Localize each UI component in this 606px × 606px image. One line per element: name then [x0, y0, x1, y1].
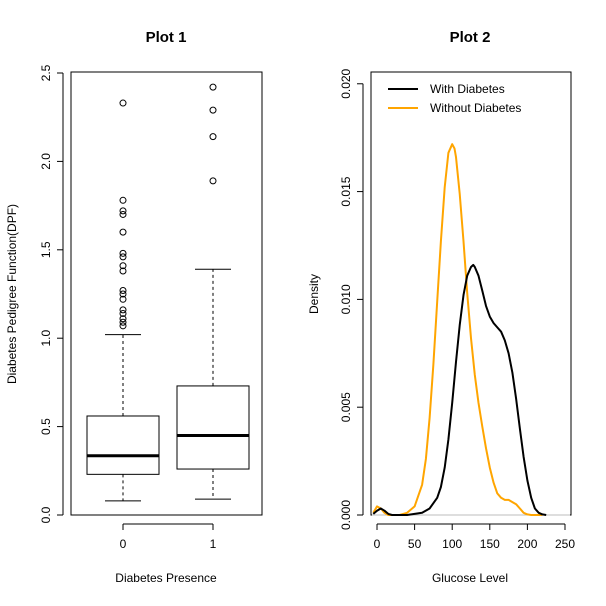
plot-1-frame [70, 71, 263, 516]
plot-2-x-axis: 0 50 100 150 200 250 [374, 523, 575, 551]
plot-2-y-tick-label: 0.020 [339, 68, 353, 98]
legend-label-without-diabetes: Without Diabetes [430, 101, 521, 115]
plot-1-y-tick-label: 0.0 [39, 506, 53, 523]
plot-1-boxplot: Plot 1 Diabetes Presence Diabetes Pedigr… [5, 29, 263, 585]
outlier-point [119, 253, 127, 261]
plot-2-x-tick-label: 0 [374, 537, 381, 551]
series-line-with-diabetes [372, 263, 547, 516]
plot-1-y-tick-label: 2.0 [39, 153, 53, 170]
outlier-point [119, 267, 127, 275]
plot-2-x-tick-label: 100 [442, 537, 462, 551]
outlier-point [209, 133, 217, 141]
plot-1-x-tick-label: 1 [210, 537, 217, 551]
plot-1-y-axis-label: Diabetes Pedigree Function(DPF) [5, 204, 19, 384]
plot-1-x-axis-label: Diabetes Presence [115, 571, 217, 585]
plot-2-lines [372, 143, 570, 516]
plot-2-y-axis: 0.000 0.005 0.010 0.015 0.020 [339, 68, 364, 530]
plot-1-x-tick-label: 0 [120, 537, 127, 551]
outlier-point [119, 306, 127, 314]
plot-1-y-tick-label: 0.5 [39, 418, 53, 435]
plot-1-title: Plot 1 [146, 29, 187, 46]
plot-2-y-axis-label: Density [307, 274, 321, 314]
plot-1-y-axis: 0.0 0.5 1.0 1.5 2.0 2.5 [39, 64, 64, 523]
plot-2-frame [370, 71, 572, 516]
plot-2-x-tick-label: 150 [480, 537, 500, 551]
series-line-without-diabetes [372, 143, 543, 516]
plot-2-x-tick-label: 200 [517, 537, 537, 551]
outlier-point [119, 196, 127, 204]
plot-1-y-tick-label: 2.5 [39, 64, 53, 81]
outlier-point [119, 309, 127, 317]
outlier-point [119, 286, 127, 294]
outlier-point [119, 318, 127, 326]
plot-1-boxes [86, 83, 250, 502]
outlier-point [119, 99, 127, 107]
legend-box [378, 78, 548, 119]
outlier-point [209, 106, 217, 114]
plot-2-title: Plot 2 [450, 29, 491, 46]
box-iqr [176, 385, 250, 470]
outlier-point [119, 290, 127, 298]
plot-1-y-tick-label: 1.0 [39, 330, 53, 347]
outlier-point [119, 249, 127, 257]
outlier-point [209, 83, 217, 91]
plot-2-x-axis-label: Glucose Level [432, 571, 508, 585]
plot-2-legend: With Diabetes Without Diabetes [378, 78, 548, 119]
plot-2-x-tick-label: 250 [555, 537, 575, 551]
legend-label-with-diabetes: With Diabetes [430, 82, 505, 96]
box-group-0 [86, 99, 160, 502]
plot-2-y-tick-label: 0.010 [339, 284, 353, 314]
outlier-point [209, 177, 217, 185]
plot-2-y-tick-label: 0.000 [339, 500, 353, 530]
outlier-point [119, 315, 127, 323]
outlier-point [119, 210, 127, 218]
plot-2-y-tick-label: 0.015 [339, 176, 353, 206]
plot-2-x-tick-label: 50 [408, 537, 422, 551]
plot-1-y-tick-label: 1.5 [39, 241, 53, 258]
outlier-point [119, 295, 127, 303]
plot-2-density: Plot 2 Glucose Level Density 0.0000.0050… [307, 29, 575, 585]
box-group-1 [176, 83, 250, 500]
outlier-point [119, 262, 127, 270]
outlier-point [119, 228, 127, 236]
box-iqr [86, 415, 160, 475]
plot-2-y-tick-label: 0.005 [339, 392, 353, 422]
outlier-point [119, 322, 127, 330]
outlier-point [119, 207, 127, 215]
